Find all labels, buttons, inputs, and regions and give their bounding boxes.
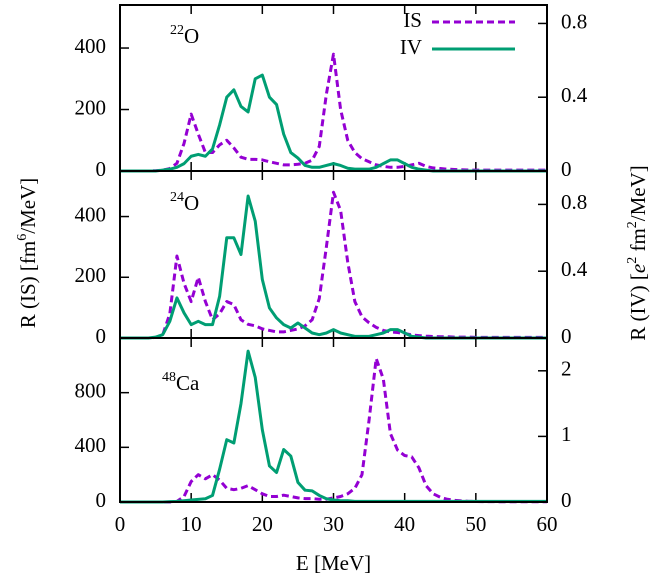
y-tick-label: 200	[75, 95, 107, 119]
label-part: 2	[625, 257, 640, 264]
label-part: fm	[626, 228, 650, 257]
label-part: /MeV]	[626, 165, 650, 221]
label-part: e	[626, 264, 650, 273]
y2-tick-label: 0.4	[561, 83, 588, 107]
x-tick-label: 30	[323, 512, 344, 536]
x-tick-label: 20	[252, 512, 273, 536]
label-part: R (IV) [	[626, 273, 650, 341]
y2-tick-label: 0	[561, 488, 572, 512]
x-tick-label: 40	[394, 512, 415, 536]
label-sup: 48	[162, 370, 176, 385]
x-axis-label: E [MeV]	[296, 551, 371, 575]
series-line	[120, 357, 547, 504]
y2-tick-label: 0.4	[561, 257, 588, 281]
label-text: Ca	[176, 371, 200, 395]
series-line	[120, 73, 547, 173]
label-sup: 24	[170, 190, 184, 205]
panel-frame	[119, 337, 548, 503]
y2-tick-label: 1	[561, 422, 572, 446]
y-tick-label: 0	[96, 324, 107, 348]
label-part: R (IS) [fm	[16, 241, 40, 329]
y-tick-label: 400	[75, 433, 107, 457]
y-tick-label: 0	[96, 488, 107, 512]
y-tick-label: 400	[75, 34, 107, 58]
series-line	[120, 194, 547, 340]
x-tick-label: 60	[537, 512, 558, 536]
y2-tick-label: 0.8	[561, 9, 587, 33]
x-tick-label: 0	[115, 512, 126, 536]
y2-tick-label: 0.8	[561, 190, 587, 214]
y-tick-label: 0	[96, 157, 107, 181]
legend-label: IS	[403, 8, 422, 32]
y-tick-label: 800	[75, 378, 107, 402]
label-text: O	[184, 191, 199, 215]
y2-tick-label: 0	[561, 157, 572, 181]
label-text: O	[184, 24, 199, 48]
x-tick-label: 10	[181, 512, 202, 536]
y-tick-label: 200	[75, 263, 107, 287]
label-part: 2	[625, 221, 640, 228]
y2-tick-label: 0	[561, 324, 572, 348]
y-tick-label: 400	[75, 202, 107, 226]
panel-label: 48Ca	[162, 370, 200, 395]
label-part: /MeV]	[16, 178, 40, 234]
label-sup: 22	[170, 23, 184, 38]
panel-label: 24O	[170, 190, 199, 215]
label-part: 6	[15, 234, 30, 241]
y2-tick-label: 2	[561, 357, 572, 381]
legend-label: IV	[400, 35, 422, 59]
x-tick-label: 50	[465, 512, 486, 536]
series-line	[120, 52, 547, 173]
panel-label: 22O	[170, 23, 199, 48]
y-axis-label: R (IS) [fm6/MeV]	[15, 178, 40, 329]
y2-axis-label: R (IV) [e2 fm2/MeV]	[625, 165, 650, 341]
